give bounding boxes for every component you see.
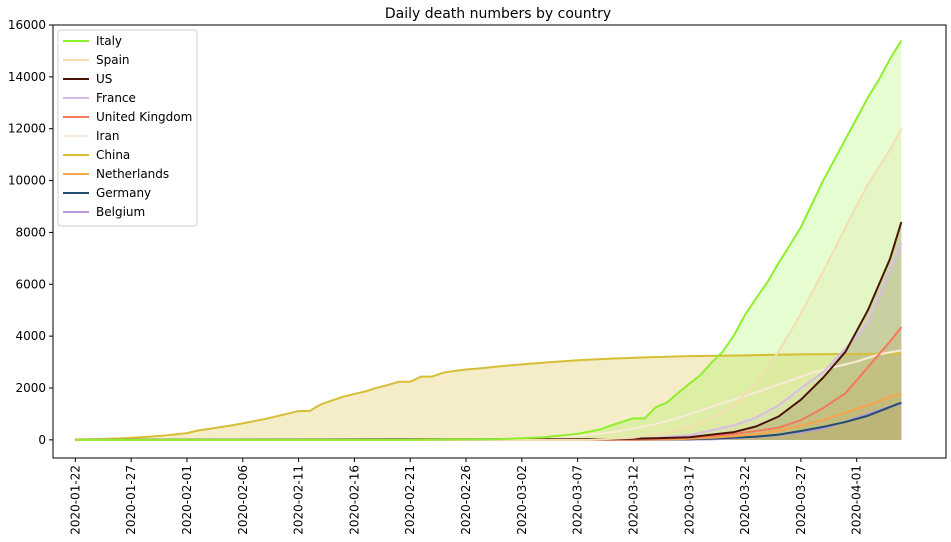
x-tick-label: 2020-03-12 (626, 465, 640, 535)
series-lines (75, 40, 903, 441)
y-tick-label: 12000 (8, 122, 46, 136)
series-area-italy (75, 40, 902, 440)
y-tick-label: 8000 (15, 225, 46, 239)
legend-label-spain: Spain (96, 53, 130, 67)
x-tick-label: 2020-03-27 (794, 465, 808, 535)
series-areas (75, 40, 902, 440)
y-axis: 0 2000 4000 6000 8000 10000 12000 14000 16000 (8, 18, 53, 447)
x-tick-label: 2020-02-26 (459, 465, 473, 535)
legend[interactable]: Italy Spain US France United Kingdom Iran Chin… (57, 29, 198, 227)
y-tick-label: 4000 (15, 329, 46, 343)
legend-label-united-kingdom: United Kingdom (96, 110, 192, 124)
y-tick-label: 16000 (8, 18, 46, 32)
plot-frame (52, 24, 947, 459)
legend-label-iran: Iran (96, 129, 119, 143)
y-tick-label: 10000 (8, 174, 46, 188)
legend-label-us: US (96, 72, 112, 86)
series-area-netherlands (75, 393, 902, 440)
x-axis: 2020-01-22 2020-01-27 2020-02-01 2020-02-06… (68, 458, 864, 535)
series-area-belgium (75, 404, 902, 440)
chart-title: Daily death numbers by country (385, 6, 611, 22)
series-area-germany (75, 402, 902, 440)
legend-label-italy: Italy (96, 34, 122, 48)
series-area-us (75, 222, 902, 440)
x-tick-label: 2020-01-27 (124, 465, 138, 535)
x-tick-label: 2020-04-01 (850, 465, 864, 535)
x-tick-label: 2020-02-21 (403, 465, 417, 535)
x-tick-label: 2020-02-16 (347, 465, 361, 535)
x-tick-label: 2020-02-11 (292, 465, 306, 535)
x-tick-label: 2020-03-17 (682, 465, 696, 535)
series-area-spain (75, 128, 902, 440)
series-area-iran (75, 350, 902, 440)
legend-label-china: China (96, 148, 130, 162)
series-line-spain (75, 128, 903, 441)
x-tick-label: 2020-03-02 (515, 465, 529, 535)
x-tick-label: 2020-03-22 (738, 465, 752, 535)
legend-label-belgium: Belgium (96, 205, 145, 219)
y-tick-label: 0 (38, 433, 46, 447)
legend-box (57, 29, 198, 227)
y-tick-label: 14000 (8, 70, 46, 84)
x-tick-label: 2020-02-01 (180, 465, 194, 535)
legend-label-france: France (96, 91, 136, 105)
legend-label-germany: Germany (96, 186, 151, 200)
x-tick-label: 2020-01-22 (68, 465, 82, 535)
x-tick-label: 2020-02-06 (236, 465, 250, 535)
series-line-china (75, 352, 902, 441)
series-line-us (75, 221, 903, 441)
y-tick-label: 2000 (15, 381, 46, 395)
x-tick-label: 2020-03-07 (571, 465, 585, 535)
series-area-china (75, 353, 902, 440)
series-line-italy (75, 40, 903, 441)
y-tick-label: 6000 (15, 277, 46, 291)
legend-label-netherlands: Netherlands (96, 167, 169, 181)
